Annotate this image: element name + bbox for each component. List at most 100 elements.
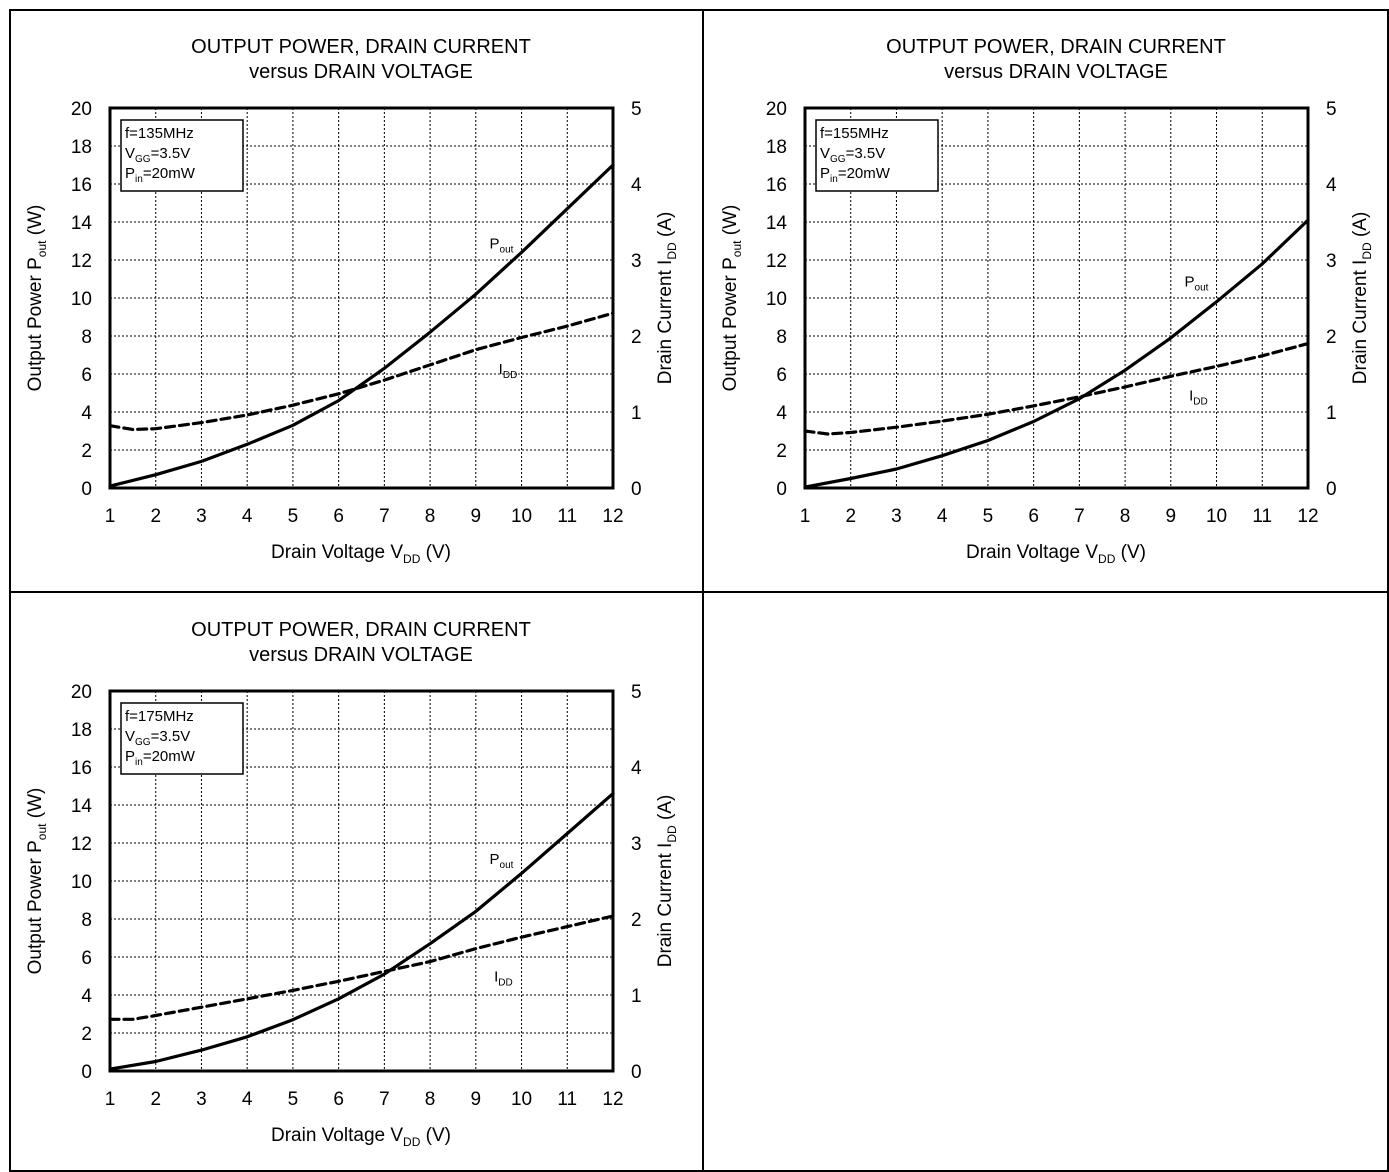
x-axis-label: Drain Voltage VDD (V) [271, 1125, 451, 1149]
x-tick-label: 4 [937, 506, 948, 527]
x-tick-label: 4 [242, 1089, 253, 1110]
x-tick-label: 5 [288, 506, 299, 527]
x-tick-label: 2 [150, 506, 161, 527]
y2-tick-label: 1 [1326, 403, 1337, 424]
panel-divider-horizontal [9, 591, 1389, 593]
series-label: Pout [490, 236, 514, 256]
x-tick-label: 9 [1166, 506, 1177, 527]
x-tick-label: 6 [1028, 506, 1039, 527]
x-tick-label: 7 [379, 506, 390, 527]
figure-frame [9, 9, 1389, 1172]
condition-text: f=135MHz [125, 125, 194, 142]
y2-tick-label: 0 [631, 1062, 642, 1083]
y2-tick-label: 2 [631, 910, 642, 931]
chart-svg: OUTPUT POWER, DRAIN CURRENT versus DRAIN … [720, 36, 1374, 566]
series-line-idd [108, 914, 615, 1021]
condition-text: VGG=3.5V [125, 728, 190, 748]
y-tick-label: 10 [766, 289, 787, 310]
chart-subtitle: versus DRAIN VOLTAGE [249, 644, 473, 666]
series-line-idd [108, 311, 615, 432]
x-tick-label: 2 [845, 506, 856, 527]
y2-tick-label: 3 [631, 834, 642, 855]
y2-tick-label: 4 [631, 175, 642, 196]
y2-tick-label: 4 [631, 758, 642, 779]
y-tick-label: 0 [81, 479, 92, 500]
y-axis-label: Output Power Pout (W) [25, 205, 49, 392]
chart-title: OUTPUT POWER, DRAIN CURRENT [886, 36, 1226, 58]
chart-title: OUTPUT POWER, DRAIN CURRENT [191, 619, 531, 641]
y-tick-label: 6 [81, 948, 92, 969]
y-tick-label: 2 [81, 441, 92, 462]
plot-area-border [803, 106, 1310, 490]
x-tick-label: 11 [557, 1089, 577, 1110]
series-line-pout [108, 792, 615, 1071]
y-tick-label: 10 [71, 872, 92, 893]
y-tick-label: 4 [81, 403, 92, 424]
y2-tick-label: 4 [1326, 175, 1337, 196]
x-tick-label: 4 [242, 506, 253, 527]
conditions-box [120, 702, 244, 775]
y-tick-label: 8 [776, 327, 787, 348]
y2-tick-label: 0 [1326, 479, 1337, 500]
y-tick-label: 10 [71, 289, 92, 310]
y-tick-label: 18 [71, 720, 92, 741]
condition-text: VGG=3.5V [820, 145, 885, 165]
y-tick-label: 20 [766, 99, 787, 120]
x-tick-label: 3 [196, 506, 207, 527]
y-tick-label: 16 [766, 175, 787, 196]
y-tick-label: 4 [81, 986, 92, 1007]
condition-text: f=175MHz [125, 708, 194, 725]
condition-text: Pin=20mW [820, 165, 891, 185]
x-tick-label: 3 [891, 506, 902, 527]
panel-divider-vertical [702, 9, 704, 1172]
x-tick-label: 8 [425, 1089, 436, 1110]
x-tick-label: 1 [105, 506, 116, 527]
x-tick-label: 8 [425, 506, 436, 527]
y2-tick-label: 2 [631, 327, 642, 348]
chart-175mhz: OUTPUT POWER, DRAIN CURRENT versus DRAIN … [0, 583, 695, 1166]
chart-subtitle: versus DRAIN VOLTAGE [944, 61, 1168, 83]
y-tick-label: 4 [776, 403, 787, 424]
y-tick-label: 2 [81, 1024, 92, 1045]
x-tick-label: 10 [511, 506, 532, 527]
y2-tick-label: 1 [631, 986, 642, 1007]
condition-text: Pin=20mW [125, 748, 196, 768]
y-tick-label: 12 [766, 251, 787, 272]
series-line-pout [108, 163, 615, 488]
x-tick-label: 6 [333, 1089, 344, 1110]
x-tick-label: 5 [983, 506, 994, 527]
x-tick-label: 12 [602, 506, 623, 527]
x-axis-label: Drain Voltage VDD (V) [271, 542, 451, 566]
series-line-pout [803, 218, 1310, 489]
y-tick-label: 8 [81, 910, 92, 931]
conditions-box [120, 119, 244, 192]
y-tick-label: 8 [81, 327, 92, 348]
x-tick-label: 10 [1206, 506, 1227, 527]
y-tick-label: 16 [71, 758, 92, 779]
y-tick-label: 14 [71, 213, 93, 234]
y-tick-label: 0 [776, 479, 787, 500]
y-tick-label: 2 [776, 441, 787, 462]
x-tick-label: 7 [1074, 506, 1085, 527]
y2-tick-label: 3 [631, 251, 642, 272]
x-tick-label: 2 [150, 1089, 161, 1110]
y2-tick-label: 0 [631, 479, 642, 500]
x-axis-label: Drain Voltage VDD (V) [966, 542, 1146, 566]
x-tick-label: 9 [471, 506, 482, 527]
x-tick-label: 6 [333, 506, 344, 527]
condition-text: Pin=20mW [125, 165, 196, 185]
y-tick-label: 20 [71, 682, 92, 703]
y-tick-label: 6 [81, 365, 92, 386]
y-tick-label: 14 [766, 213, 788, 234]
x-tick-label: 12 [1297, 506, 1318, 527]
chart-155mhz: OUTPUT POWER, DRAIN CURRENT versus DRAIN … [695, 0, 1389, 583]
plot-area-border [108, 689, 615, 1073]
y-tick-label: 18 [71, 137, 92, 158]
x-tick-label: 7 [379, 1089, 390, 1110]
y-tick-label: 14 [71, 796, 93, 817]
y-tick-label: 18 [766, 137, 787, 158]
x-tick-label: 1 [105, 1089, 116, 1110]
series-label: Pout [1185, 274, 1209, 294]
series-label: IDD [1189, 388, 1208, 408]
y2-tick-label: 1 [631, 403, 642, 424]
